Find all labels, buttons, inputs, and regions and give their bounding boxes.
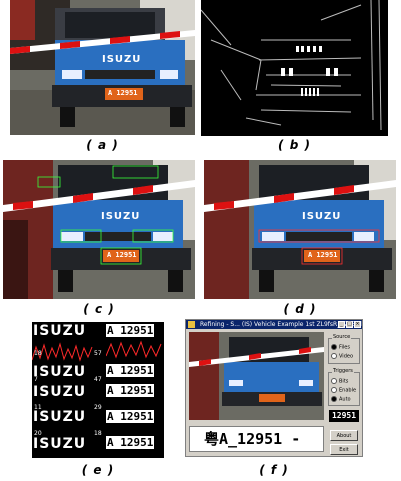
- brand-word: ISUZU: [33, 436, 87, 452]
- window-title: Refining - S... (IS) Vehicle Example 1st…: [186, 320, 362, 329]
- segment-number: 47: [94, 376, 102, 383]
- panel-b-edge-image: [201, 0, 388, 136]
- caption-d: ( d ): [283, 302, 317, 316]
- panel-d-photo: ISUZU A 12951: [204, 160, 396, 299]
- radio-dot: [331, 378, 337, 384]
- trigger-group-title: Triggers: [332, 368, 354, 374]
- trigger-option-enable[interactable]: Enable: [331, 387, 356, 394]
- truck-plate-label: A 12951: [108, 89, 138, 97]
- segment-number: 29: [94, 404, 102, 411]
- plate-chars: A 12951: [106, 364, 155, 377]
- segment-number: 18: [34, 350, 42, 357]
- image-viewport: [189, 332, 324, 420]
- projection-curve: [32, 342, 93, 362]
- exit-button[interactable]: Exit: [330, 444, 358, 455]
- recognition-result: 粤A_12951 -: [189, 426, 324, 452]
- brand-word: ISUZU: [33, 384, 87, 400]
- minimize-button[interactable]: _: [338, 321, 345, 328]
- projection-curve: [106, 340, 162, 359]
- truck-brand-label: ISUZU: [102, 54, 142, 65]
- brand-word: ISUZU: [33, 409, 87, 425]
- app-icon: [188, 321, 195, 328]
- plate-chars: A 12951: [106, 384, 155, 397]
- caption-a: ( a ): [86, 138, 119, 152]
- close-button[interactable]: ×: [354, 321, 361, 328]
- source-option-video[interactable]: Video: [331, 353, 353, 360]
- trigger-group: Triggers Bits Enable Auto: [328, 368, 360, 406]
- trigger-option-bits[interactable]: Bits: [331, 378, 348, 385]
- brand-word: ISUZU: [33, 364, 87, 380]
- brand-word: ISUZU: [33, 323, 87, 339]
- radio-dot: [331, 353, 337, 359]
- panel-c-photo: ISUZU A 12951: [3, 160, 195, 299]
- recognition-app-window: Refining - S... (IS) Vehicle Example 1st…: [185, 319, 363, 457]
- source-group-title: Source: [332, 334, 352, 340]
- truck-brand-label: ISUZU: [302, 211, 342, 222]
- radio-dot: [331, 344, 337, 350]
- plate-preview: 12951: [329, 410, 359, 422]
- trigger-option-auto[interactable]: Auto: [331, 396, 351, 403]
- plate-chars: A 12951: [106, 324, 155, 337]
- plate-chars: A 12951: [106, 410, 155, 423]
- plate-segment-column: A 12951 57 A 12951 47 A 12951 29 A 12951…: [94, 322, 164, 458]
- plate-chars: A 12951: [106, 436, 155, 449]
- brand-segment-column: ISUZU 18 ISUZU 7 ISUZU 11 ISUZU 20 ISUZU: [32, 322, 94, 458]
- about-button[interactable]: About: [330, 430, 358, 441]
- radio-dot: [331, 387, 337, 393]
- segment-number: 57: [94, 350, 102, 357]
- caption-e: ( e ): [81, 463, 115, 477]
- source-group: Source Files Video: [328, 334, 360, 364]
- caption-c: ( c ): [83, 302, 115, 316]
- source-option-files[interactable]: Files: [331, 344, 350, 351]
- panel-a-photo: ISUZU A 12951: [10, 0, 195, 135]
- segment-number: 18: [94, 430, 102, 437]
- caption-f: ( f ): [259, 463, 289, 477]
- caption-b: ( b ): [278, 138, 311, 152]
- truck-plate-label: A 12951: [107, 251, 137, 259]
- truck-brand-label: ISUZU: [101, 211, 141, 222]
- radio-dot: [331, 396, 337, 402]
- maximize-button[interactable]: □: [346, 321, 353, 328]
- truck-plate-label: A 12951: [308, 251, 338, 259]
- segment-number: 7: [34, 376, 38, 383]
- segment-number: 20: [34, 430, 42, 437]
- segment-number: 11: [34, 404, 42, 411]
- panel-e-segmentation: ISUZU 18 ISUZU 7 ISUZU 11 ISUZU 20 ISUZU…: [32, 322, 164, 458]
